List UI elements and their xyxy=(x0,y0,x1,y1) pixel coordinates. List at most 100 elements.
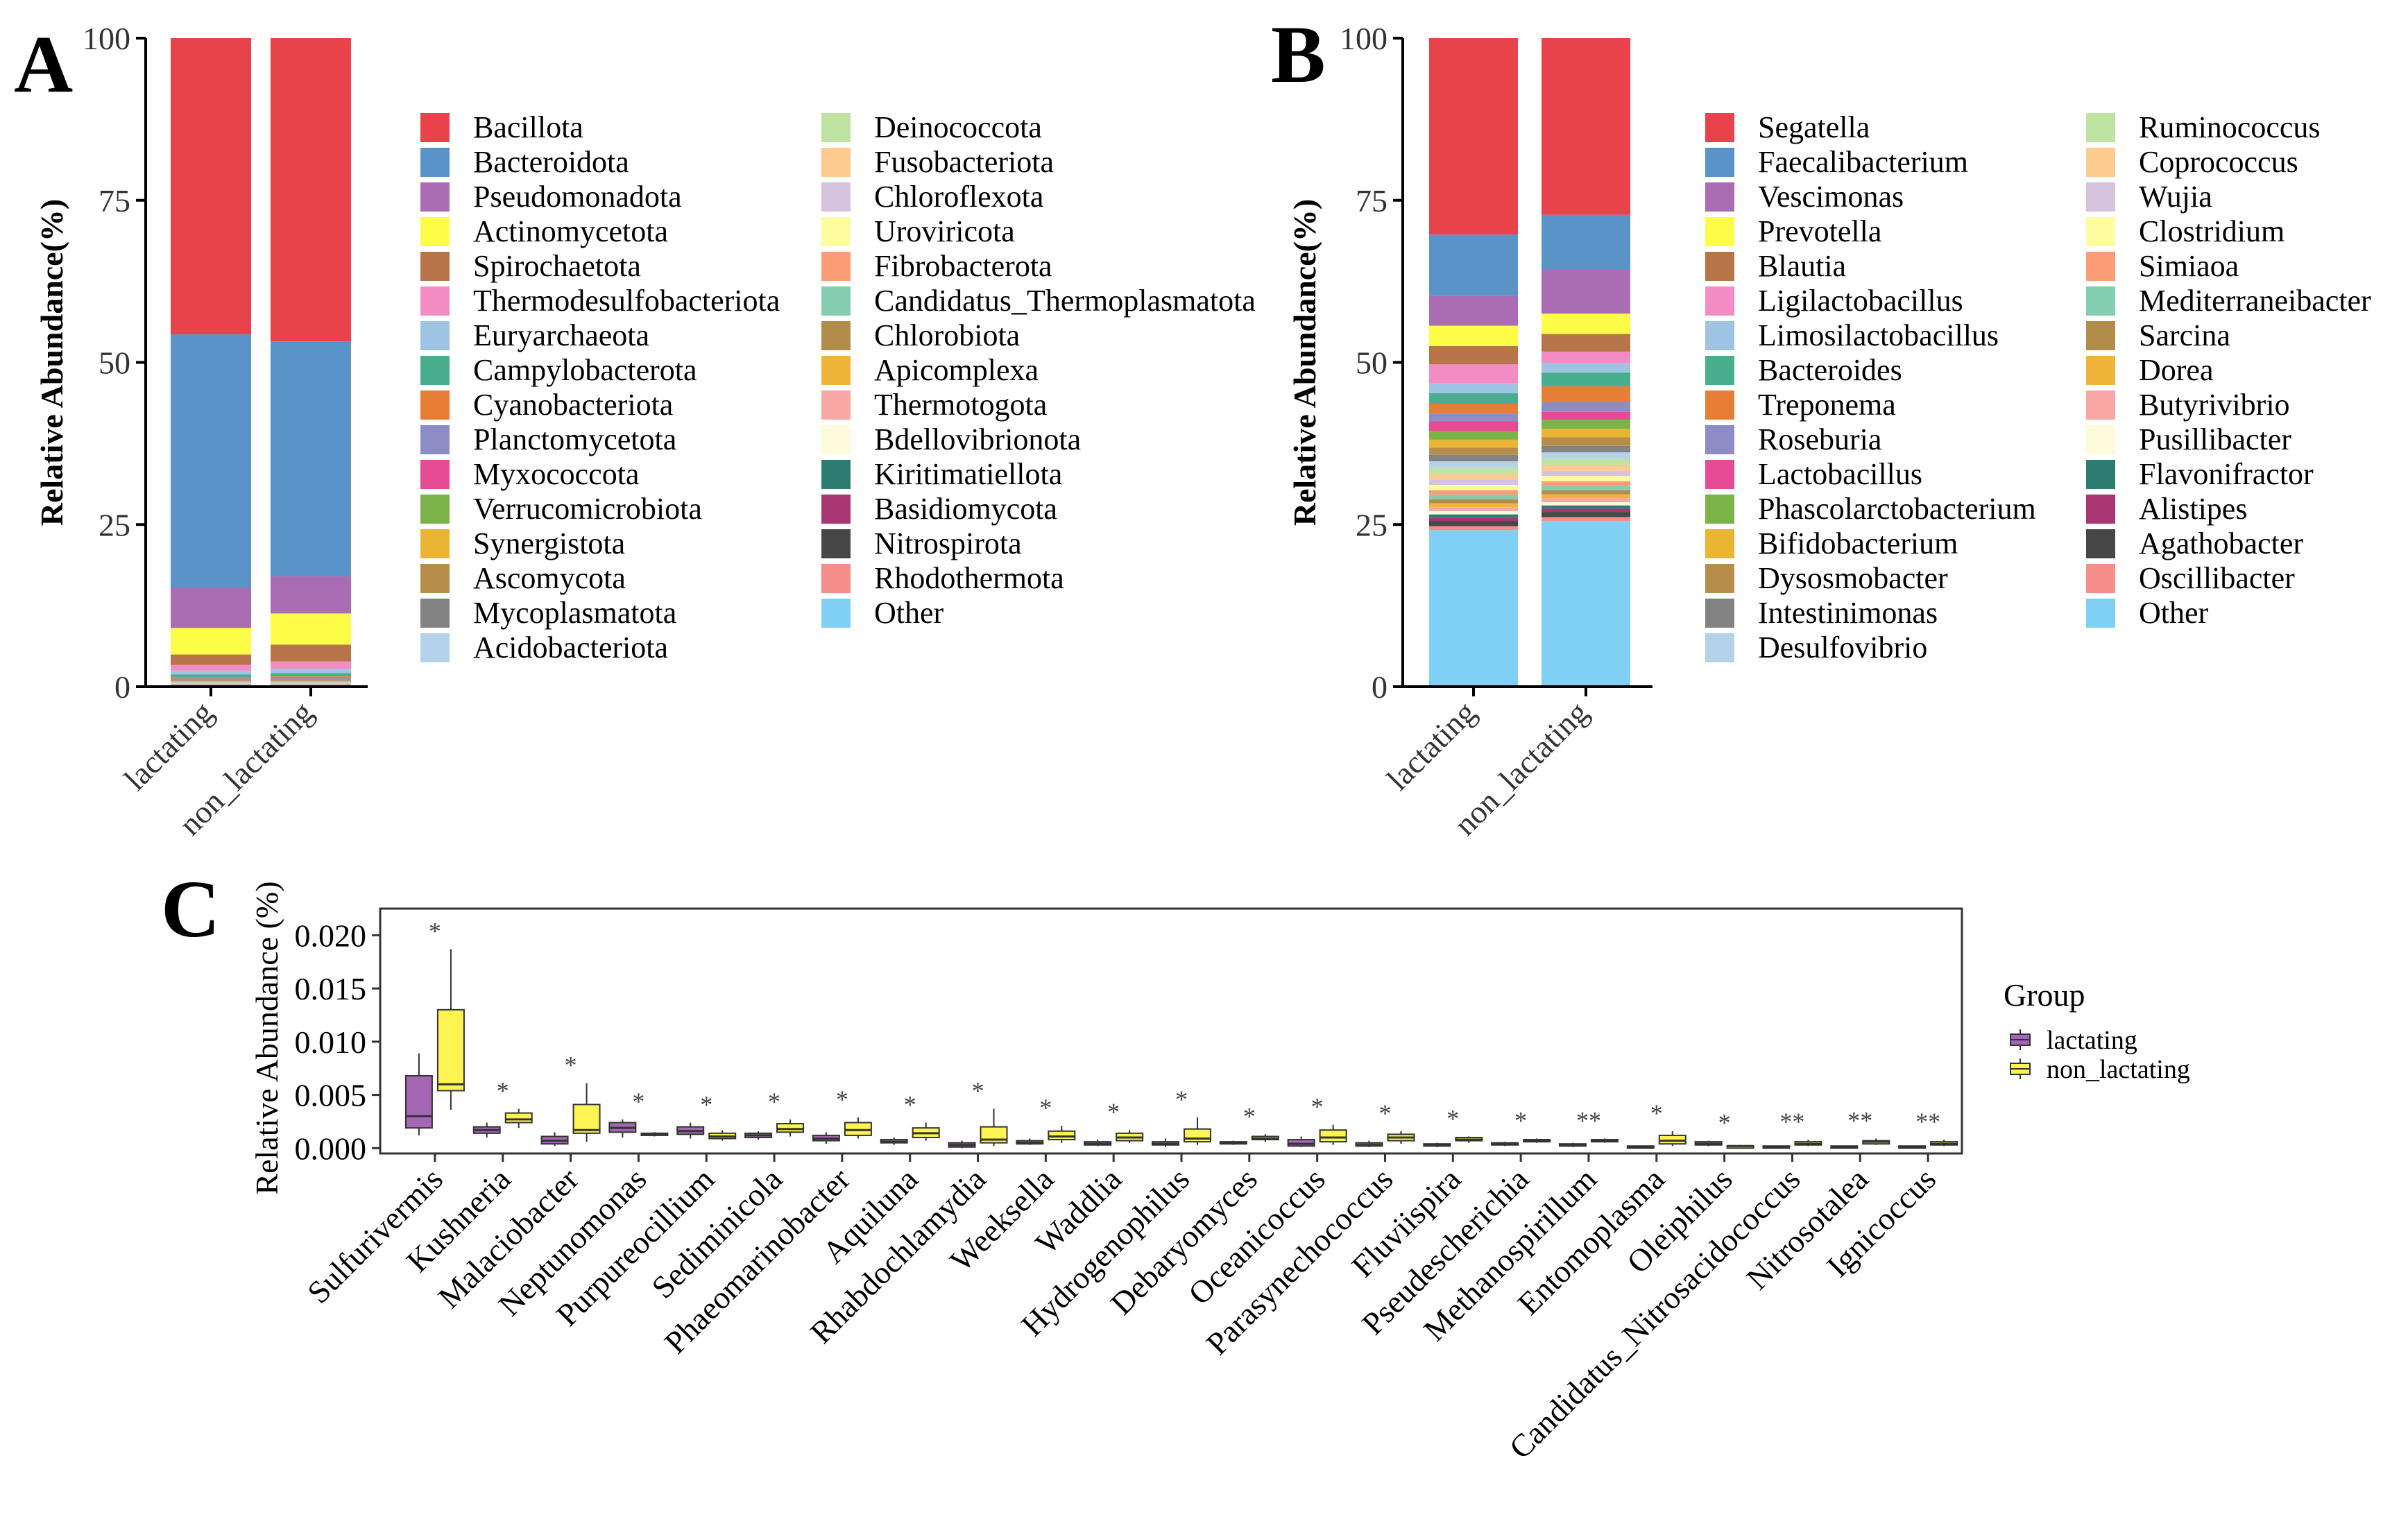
legend-label-clostridium: Clostridium xyxy=(2139,214,2285,248)
legend-label-ascomycota: Ascomycota xyxy=(473,561,626,595)
bar-segment-bacteroidota-non-lactating xyxy=(271,341,351,577)
y-tick-label: 0.020 xyxy=(295,918,367,953)
bar-segment-clostridium-lactating xyxy=(1429,485,1518,490)
legend-swatch-prevotella xyxy=(1705,217,1734,246)
bar-segment-thermodesulfobacteriota-lactating xyxy=(171,664,251,671)
bar-segment-wujia-non-lactating xyxy=(1542,470,1630,477)
bar-segment-alistipes-non-lactating xyxy=(1542,508,1630,513)
legend-swatch-bacteroides xyxy=(1705,356,1734,385)
legend-label-coprococcus: Coprococcus xyxy=(2139,145,2298,179)
significance-neptunomonas: * xyxy=(632,1088,644,1115)
legend-swatch-agathobacter xyxy=(2086,529,2115,558)
bar-segment-lactobacillus-lactating xyxy=(1429,421,1518,431)
panel-b-stacked-bar-chart: Relative Abundance(%)0255075100lactating… xyxy=(1287,21,2371,842)
bar-segment-alistipes-lactating xyxy=(1429,517,1518,522)
bar-segment-synergistota-non-lactating xyxy=(271,680,351,682)
bar-segment-prevotella-lactating xyxy=(1429,325,1518,346)
legend-swatch-sarcina xyxy=(2086,321,2115,350)
legend-label-pseudomonadota: Pseudomonadota xyxy=(473,180,682,214)
box-malaciobacter-non_lactating xyxy=(572,1104,601,1134)
bar-segment-bacteroides-non-lactating xyxy=(1542,372,1630,386)
bar-segment-verrucomicrobiota-lactating xyxy=(171,680,251,681)
legend-label-flavonifractor: Flavonifractor xyxy=(2139,457,2314,491)
legend-swatch-planctomycetota xyxy=(420,425,450,454)
bar-segment-simiaoa-lactating xyxy=(1429,490,1518,495)
legend-swatch-other xyxy=(821,599,851,628)
legend-label-spirochaetota: Spirochaetota xyxy=(473,249,641,283)
legend-swatch-mediterraneibacter xyxy=(2086,286,2115,316)
bar-segment-flavonifractor-lactating xyxy=(1429,514,1518,518)
legend-label-chloroflexota: Chloroflexota xyxy=(874,180,1043,214)
legend-label-acidobacteriota: Acidobacteriota xyxy=(473,630,668,664)
legend-label-bdellovibrionota: Bdellovibrionota xyxy=(874,422,1081,456)
bar-segment-bifidobacterium-lactating xyxy=(1429,439,1518,448)
bar-segment-thermodesulfobacteriota-non-lactating xyxy=(271,661,351,669)
bar-segment-planctomycetota-lactating xyxy=(171,678,251,680)
y-tick-label: 50 xyxy=(99,345,130,381)
bar-segment-pseudomonadota-non-lactating xyxy=(271,576,351,614)
legend-swatch-kiritimatiellota xyxy=(821,460,851,489)
box-sediminicola-non_lactating xyxy=(776,1123,805,1133)
legend-label-myxococcota: Myxococcota xyxy=(473,457,639,491)
legend-label-candidatus-thermoplasmatota: Candidatus_Thermoplasmatota xyxy=(874,284,1256,318)
bar-segment-sarcina-lactating xyxy=(1429,499,1518,504)
y-tick-label: 75 xyxy=(99,183,130,218)
bar-segment-vescimonas-lactating xyxy=(1429,295,1518,326)
legend-swatch-simiaoa xyxy=(2086,252,2115,281)
legend-swatch-wujia xyxy=(2086,182,2115,212)
bar-segment-agathobacter-non-lactating xyxy=(1542,512,1630,517)
legend-label-other: Other xyxy=(2139,596,2209,630)
bar-segment-cyanobacteriota-non-lactating xyxy=(271,676,351,679)
legend-label-blautia: Blautia xyxy=(1758,249,1846,283)
significance-phaeomarinobacter: * xyxy=(836,1085,848,1113)
legend-swatch-roseburia xyxy=(1705,425,1734,454)
legend-label-rhodothermota: Rhodothermota xyxy=(874,561,1064,595)
legend-swatch-chloroflexota xyxy=(821,182,851,212)
bar-segment-synergistota-lactating xyxy=(171,680,251,682)
significance-entomoplasma: * xyxy=(1650,1099,1663,1127)
legend-swatch-vescimonas xyxy=(1705,182,1734,212)
legend-swatch-rhodothermota xyxy=(821,564,851,593)
bar-segment-faecalibacterium-non-lactating xyxy=(1542,214,1630,270)
significance-pseudescherichia: * xyxy=(1514,1107,1527,1135)
bar-segment-blautia-non-lactating xyxy=(1542,334,1630,352)
box-weeksella-non_lactating xyxy=(1048,1130,1076,1141)
bar-segment-campylobacterota-non-lactating xyxy=(271,673,351,677)
legend-swatch-thermodesulfobacteriota xyxy=(420,286,450,316)
bar-segment-ligilactobacillus-lactating xyxy=(1429,364,1518,384)
legend-label-apicomplexa: Apicomplexa xyxy=(874,353,1039,387)
bar-segment-ligilactobacillus-non-lactating xyxy=(1542,351,1630,363)
bar-segment-spirochaetota-lactating xyxy=(171,654,251,665)
legend-label-limosilactobacillus: Limosilactobacillus xyxy=(1758,318,1999,352)
legend-swatch-campylobacterota xyxy=(420,356,450,385)
legend-swatch-flavonifractor xyxy=(2086,460,2115,489)
panel-label-a: A xyxy=(14,19,73,110)
bar-segment-euryarchaeota-non-lactating xyxy=(271,668,351,673)
legend-label-non-lactating: non_lactating xyxy=(2047,1055,2190,1084)
bar-segment-butyrivibrio-non-lactating xyxy=(1542,498,1630,502)
significance-weeksella: * xyxy=(1039,1094,1052,1122)
bar-segment-ruminococcus-non-lactating xyxy=(1542,458,1630,465)
legend-swatch-coprococcus xyxy=(2086,148,2115,177)
plot-frame xyxy=(379,907,1963,1155)
legend-label-mycoplasmatota: Mycoplasmatota xyxy=(473,596,676,630)
legend-swatch-myxococcota xyxy=(420,460,450,489)
legend-swatch-synergistota xyxy=(420,529,450,558)
legend-label-ruminococcus: Ruminococcus xyxy=(2139,110,2321,144)
legend-label-oscillibacter: Oscillibacter xyxy=(2139,561,2295,595)
bar-segment-flavonifractor-non-lactating xyxy=(1542,505,1630,509)
legend-label-lactobacillus: Lactobacillus xyxy=(1758,457,1922,491)
significance-sediminicola: * xyxy=(768,1088,780,1115)
bar-segment-roseburia-lactating xyxy=(1429,413,1518,422)
panel-a-stacked-bar-chart: Relative Abundance(%)0255075100lactating… xyxy=(34,21,1256,842)
y-tick-label: 100 xyxy=(1340,21,1387,56)
bar-segment-clostridium-non-lactating xyxy=(1542,476,1630,481)
bar-segment-cyanobacteriota-lactating xyxy=(171,677,251,679)
bar-segment-spirochaetota-non-lactating xyxy=(271,644,351,662)
legend-swatch-dorea xyxy=(2086,356,2115,385)
legend-swatch-acidobacteriota xyxy=(420,633,450,662)
bar-segment-desulfovibrio-lactating xyxy=(1429,461,1518,468)
legend-label-prevotella: Prevotella xyxy=(1758,214,1881,248)
legend-label-faecalibacterium: Faecalibacterium xyxy=(1758,145,1968,179)
